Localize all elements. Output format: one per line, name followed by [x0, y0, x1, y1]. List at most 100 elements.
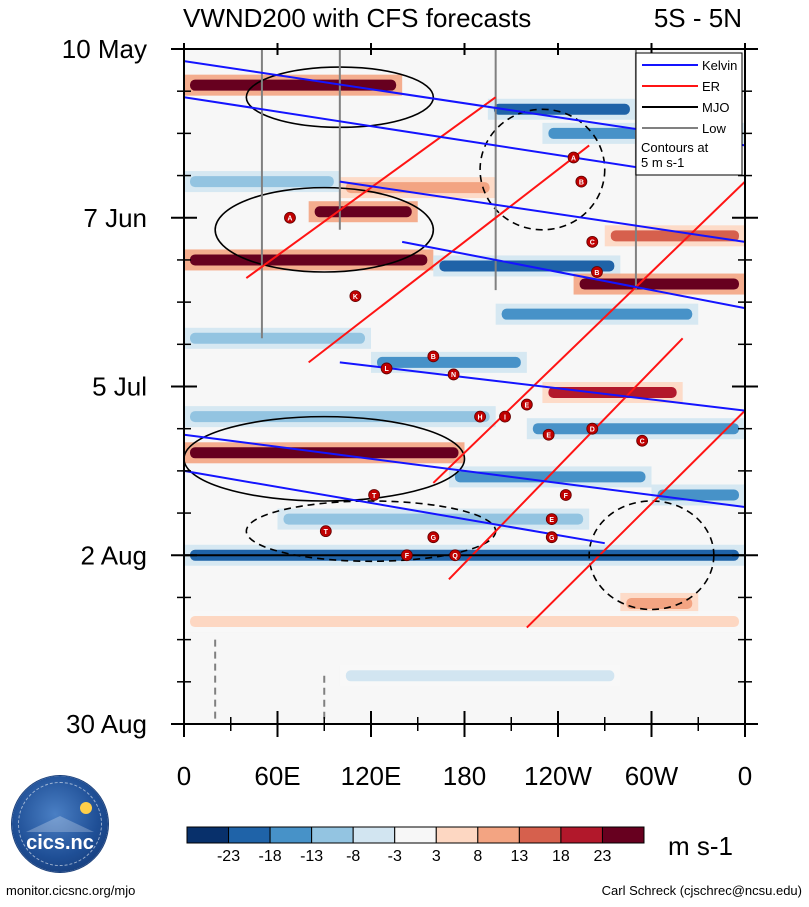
colorbar-tick-label: 18: [552, 848, 570, 865]
storm-marker-11: I: [499, 410, 511, 423]
footer-url[interactable]: monitor.cicsnc.org/mjo: [6, 883, 136, 898]
colorbar-tick-label: 23: [594, 848, 612, 865]
storm-marker-symbol: [591, 266, 603, 278]
x-tick-label: 120W: [524, 761, 592, 791]
colorbar-swatch-1: [228, 826, 271, 844]
storm-marker-label: I: [504, 414, 506, 421]
storm-marker-6: B: [427, 350, 440, 363]
storm-marker-label: N: [451, 372, 456, 379]
storm-marker-label: F: [564, 493, 569, 500]
legend-label-kelvin: Kelvin: [702, 58, 737, 73]
y-tick-label: 5 Jul: [92, 372, 147, 402]
x-axis-labels: 0 60E 120E 180 120W 60W 0: [177, 761, 752, 791]
anomaly-band-0: [190, 79, 397, 91]
storm-marker-label: G: [549, 535, 555, 542]
storm-marker-label: K: [353, 294, 358, 301]
storm-marker-symbol: [575, 175, 588, 188]
storm-marker-symbol: [636, 434, 649, 447]
logo-mountain: [26, 816, 94, 832]
legend-box: [635, 52, 743, 176]
storm-marker-symbol: [520, 398, 533, 411]
er-line-1: [308, 144, 590, 364]
kelvin-line-2: [339, 180, 745, 243]
kelvin-line-3: [401, 240, 745, 310]
chart-region: 5S - 5N: [654, 3, 742, 33]
colorbar-tick-label: -3: [388, 848, 402, 865]
storm-marker-4: B: [591, 266, 603, 278]
storm-marker-19: G: [545, 531, 558, 544]
storm-marker-symbol: [499, 410, 511, 423]
storm-marker-8: N: [447, 368, 460, 381]
legend-note-line-1: Contours at: [641, 140, 709, 155]
kelvin-line-4: [339, 361, 745, 412]
storm-marker-label: G: [431, 535, 437, 542]
storm-marker-symbol: [427, 350, 440, 363]
er-line-0: [245, 96, 497, 279]
y-tick-label: 10 May: [62, 34, 147, 64]
colorbar-swatch-9: [560, 826, 603, 844]
colorbar-swatch-10: [601, 826, 645, 844]
anomaly-band-11: [190, 332, 365, 344]
colorbar-swatch-2: [269, 826, 313, 844]
anomaly-band-22: [190, 616, 739, 628]
legend-label-mjo: MJO: [702, 100, 729, 115]
mjo-contour-1: [214, 186, 435, 273]
colorbar-swatch-0: [186, 826, 230, 844]
anomaly-band-9: [579, 278, 739, 290]
colorbar-tick-label: -13: [300, 848, 323, 865]
storm-marker-symbol: [349, 290, 362, 302]
anomaly-band-17: [454, 471, 646, 483]
storm-marker-10: H: [474, 410, 486, 423]
storm-marker-label: T: [372, 493, 377, 500]
anomaly-band-1: [493, 103, 630, 115]
storm-marker-symbol: [427, 531, 440, 544]
storm-marker-3: C: [586, 235, 599, 248]
anomaly-band-10: [501, 308, 693, 320]
colorbar-tick-label: 13: [510, 848, 528, 865]
storm-marker-14: C: [636, 434, 649, 447]
storm-marker-label: E: [524, 402, 529, 409]
storm-marker-label: F: [405, 553, 410, 560]
storm-marker-symbol: [380, 362, 393, 375]
logo-text: cics.nc: [26, 832, 94, 854]
anomaly-band-5: [314, 206, 412, 218]
x-tick-label: 0: [177, 761, 191, 791]
colorbar: -23 -18 -13 -8 -3 3 8 13 18 23: [186, 826, 645, 865]
colorbar-swatch-4: [352, 826, 396, 844]
legend-label-low: Low: [702, 121, 726, 136]
storm-marker-label: L: [384, 366, 389, 373]
storm-marker-symbol: [447, 368, 460, 381]
storm-marker-label: B: [594, 270, 599, 277]
anomaly-band-18: [657, 489, 739, 501]
mjo-contour-2: [184, 415, 466, 502]
storm-marker-0: A: [567, 151, 580, 164]
storm-marker-symbol: [284, 211, 296, 224]
storm-marker-label: Q: [452, 553, 458, 560]
x-tick-label: 180: [443, 761, 486, 791]
colorbar-tick-label: 8: [473, 848, 482, 865]
anomaly-band-4: [345, 182, 490, 194]
storm-marker-symbol: [559, 489, 572, 501]
logo-sun: [80, 802, 92, 814]
anomaly-band-6: [610, 230, 739, 242]
storm-marker-label: A: [571, 155, 576, 162]
chart-title: VWND200 with CFS forecasts: [183, 3, 531, 33]
er-line-3: [448, 337, 684, 581]
x-tick-label: 120E: [341, 761, 402, 791]
logo-ring: [18, 782, 102, 866]
anomaly-band-21: [626, 597, 693, 609]
anomaly-band-19: [283, 513, 584, 525]
y-axis-labels: 10 May 7 Jun 5 Jul 2 Aug 30 Aug: [62, 34, 147, 739]
colorbar-tick-label: 3: [432, 848, 441, 865]
anomaly-band-15: [532, 423, 739, 435]
legend-label-er: ER: [702, 79, 720, 94]
storm-marker-label: B: [579, 179, 584, 186]
y-tick-label: 2 Aug: [80, 540, 147, 570]
y-tick-label: 7 Jun: [83, 203, 147, 233]
footer-author: Carl Schreck (cjschrec@ncsu.edu): [601, 883, 802, 898]
kelvin-line-5: [184, 433, 745, 509]
colorbar-swatch-7: [477, 826, 520, 844]
storm-marker-16: F: [559, 489, 572, 501]
colorbar-tick-label: -18: [259, 848, 282, 865]
